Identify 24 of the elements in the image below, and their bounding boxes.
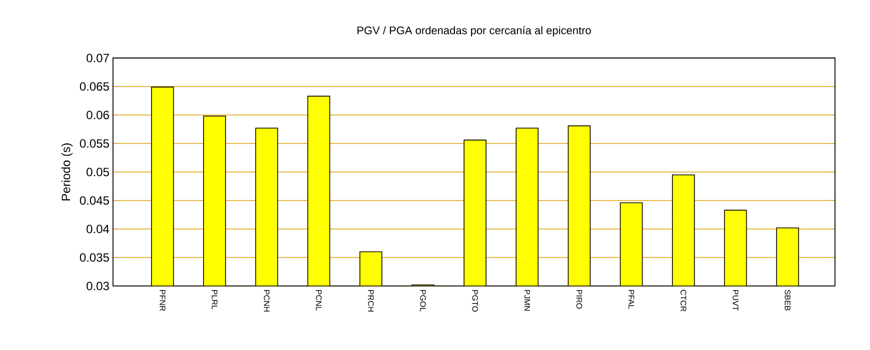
x-tick-label: PLRL (212, 290, 218, 310)
x-tick-label: PUVT (732, 290, 738, 311)
x-tick-label: PCNL (316, 290, 322, 311)
x-tick-label: PGOL (420, 290, 426, 312)
y-tick-label: 0.045 (80, 196, 109, 205)
y-tick-label: 0.065 (80, 82, 109, 91)
x-tick-label: PRCH (368, 290, 374, 312)
y-tick-label: 0.04 (86, 224, 110, 234)
y-tick-label: 0.05 (86, 168, 109, 176)
y-tick-label: 0.06 (86, 110, 109, 120)
chart-title: PGV / PGA ordenadas por cercanía al epicentro (358, 26, 591, 36)
x-tick-label: PGTO (472, 290, 478, 312)
x-tick-label: PCNH (264, 290, 270, 312)
y-tick-label: 0.035 (80, 253, 109, 262)
y-tick-label: 0.07 (86, 54, 109, 62)
x-tick-label: PFNR (160, 290, 166, 311)
x-tick-label: PIRO (576, 290, 582, 309)
x-tick-label: PJMN (524, 290, 530, 311)
y-tick-label: 0.03 (86, 282, 109, 290)
x-tick-label: SBEB (784, 290, 790, 310)
x-tick-label: CTCR (680, 290, 686, 312)
x-tick-label: PFAL (628, 290, 634, 309)
y-tick-label: 0.055 (80, 139, 109, 148)
y-axis-title: Periodo (s) (61, 143, 73, 200)
